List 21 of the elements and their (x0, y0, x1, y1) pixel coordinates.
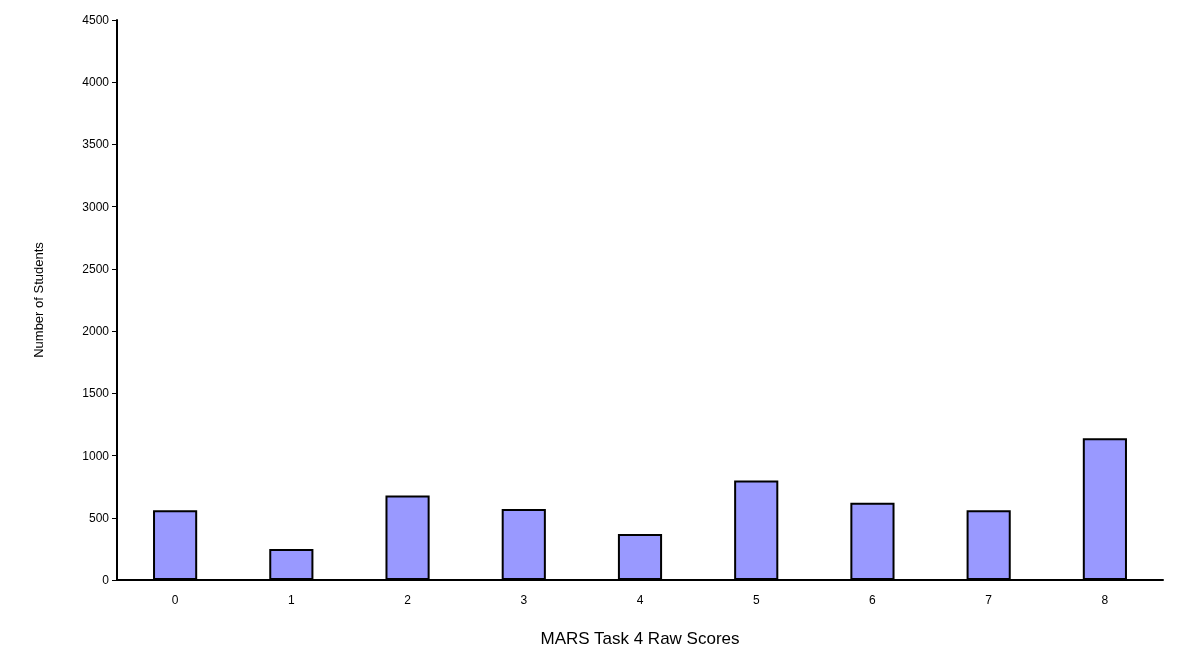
x-tick-label: 6 (869, 593, 877, 607)
x-tick-label: 8 (1101, 593, 1109, 607)
y-tick-label: 2500 (82, 261, 110, 276)
x-tick-label: 7 (985, 593, 993, 607)
y-tick-label: 0 (102, 573, 110, 587)
y-tick-label: 500 (88, 510, 110, 525)
y-tick-label: 1000 (82, 448, 110, 463)
x-tick-label: 1 (287, 593, 295, 607)
y-tick-label: 2000 (82, 324, 110, 339)
x-tick-label: 2 (404, 593, 412, 607)
x-axis-title: MARS Task 4 Raw Scores (540, 629, 740, 648)
x-tick-label: 4 (636, 593, 644, 607)
x-tick-label: 3 (520, 593, 528, 607)
y-tick-label: 1500 (82, 386, 110, 401)
y-axis-title: Number of Students (31, 241, 46, 358)
x-tick-label: 5 (752, 593, 760, 607)
y-tick-label: 3500 (82, 137, 110, 152)
y-tick-label: 3000 (82, 199, 110, 214)
x-tick-label: 0 (171, 593, 179, 607)
y-tick-label: 4000 (82, 75, 110, 90)
y-tick-label: 4500 (82, 13, 110, 27)
